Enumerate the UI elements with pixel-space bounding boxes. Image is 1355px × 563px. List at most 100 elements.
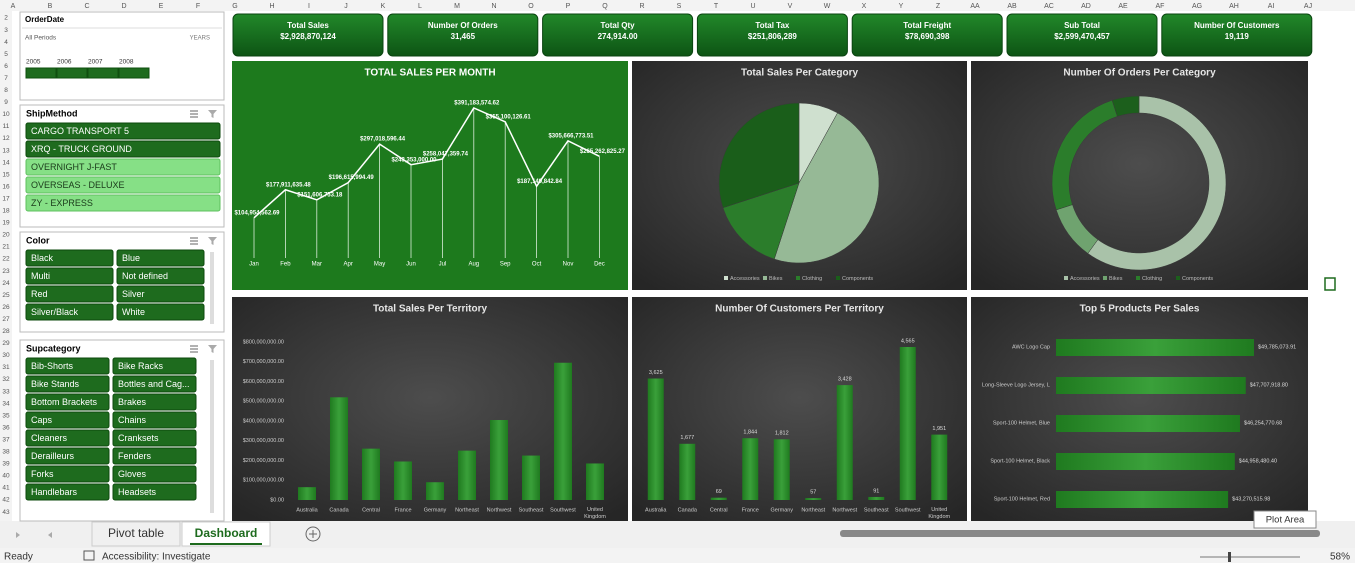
- bar: [679, 443, 696, 500]
- slicer-item[interactable]: [116, 303, 205, 321]
- slicer-item[interactable]: [112, 429, 197, 447]
- column-letter: T: [714, 3, 719, 10]
- timeline-bar[interactable]: [25, 67, 57, 79]
- slicer-item[interactable]: [112, 393, 197, 411]
- data-label: 1,677: [680, 435, 694, 441]
- chart-title: Total Sales Per Territory: [373, 304, 488, 315]
- sheet-tab[interactable]: [91, 521, 181, 547]
- kpi-label: Total Freight: [903, 21, 951, 30]
- row-number: 29: [2, 340, 10, 347]
- y-tick-label: Long-Sleeve Logo Jersey, L: [982, 382, 1050, 388]
- slicer-item[interactable]: [25, 465, 110, 483]
- slicer-item[interactable]: [25, 249, 114, 267]
- slicer-item[interactable]: [25, 122, 221, 140]
- x-tick-label: Southwest: [550, 507, 576, 513]
- kpi-card: [1161, 13, 1313, 57]
- slicer-item[interactable]: [25, 303, 114, 321]
- data-label: 1,951: [932, 426, 946, 432]
- slicer-item-label: Red: [31, 289, 48, 299]
- row-number: 37: [2, 436, 10, 443]
- slicer-item[interactable]: [25, 411, 110, 429]
- x-tick-label: Dec: [594, 262, 605, 268]
- row-number: 19: [2, 220, 10, 227]
- slicer-title: Color: [26, 235, 50, 245]
- slicer-item[interactable]: [25, 158, 221, 176]
- bar: [868, 496, 885, 500]
- bar: [1056, 377, 1246, 394]
- timeline-bar[interactable]: [87, 67, 119, 79]
- slicer-item[interactable]: [25, 357, 110, 375]
- kpi-value: $2,599,470,457: [1054, 32, 1110, 41]
- column-letter: B: [48, 3, 53, 10]
- slicer-item[interactable]: [112, 447, 197, 465]
- slicer-item[interactable]: [25, 285, 114, 303]
- column-letter: K: [381, 3, 386, 10]
- multi-select-icon[interactable]: [190, 110, 198, 118]
- bar: [1056, 339, 1254, 356]
- bar: [899, 347, 916, 500]
- bar: [330, 397, 348, 500]
- column-letter: G: [232, 3, 237, 10]
- bar: [836, 385, 853, 500]
- legend-label: Accessories: [730, 276, 760, 282]
- slicer-item[interactable]: [25, 194, 221, 212]
- data-label: 91: [873, 488, 879, 494]
- multi-select-icon[interactable]: [190, 345, 198, 353]
- slice: [718, 102, 800, 209]
- legend-label: Bikes: [769, 276, 783, 282]
- clear-filter-icon[interactable]: [208, 237, 217, 245]
- column-header-bar: [0, 0, 1355, 11]
- slice: [773, 112, 880, 264]
- slicer-item[interactable]: [116, 285, 205, 303]
- slicer-item[interactable]: [116, 249, 205, 267]
- column-letter: AB: [1007, 3, 1017, 10]
- column-letter: AC: [1044, 3, 1054, 10]
- slicer-item[interactable]: [116, 267, 205, 285]
- column-letter: L: [418, 3, 422, 10]
- slicer-item[interactable]: [25, 140, 221, 158]
- slicer-item[interactable]: [112, 465, 197, 483]
- slicer-item-label: Blue: [122, 253, 140, 263]
- row-number: 13: [2, 147, 10, 154]
- bar: [298, 487, 316, 500]
- multi-select-icon[interactable]: [190, 237, 198, 245]
- timeline-year: 2005: [26, 59, 41, 66]
- slicer-item[interactable]: [25, 176, 221, 194]
- data-label: $243,353,000.00: [391, 157, 437, 163]
- timeline-bar[interactable]: [118, 67, 150, 79]
- kpi-value: $251,806,289: [748, 32, 797, 41]
- slicer-item[interactable]: [25, 393, 110, 411]
- slicer-item[interactable]: [25, 483, 110, 501]
- data-label: 1,844: [743, 430, 757, 436]
- kpi-card: [387, 13, 539, 57]
- row-number: 30: [2, 352, 10, 359]
- row-number: 35: [2, 412, 10, 419]
- timeline-year: 2007: [88, 59, 103, 66]
- sheet-tab[interactable]: [181, 521, 271, 547]
- x-tick-label: Southwest: [895, 507, 921, 513]
- data-label: 3,428: [838, 377, 852, 383]
- clear-filter-icon[interactable]: [208, 345, 217, 353]
- slicer-item[interactable]: [25, 267, 114, 285]
- slicer-item-label: Chains: [118, 415, 147, 425]
- x-tick-label: Australia: [645, 507, 667, 513]
- timeline-bar[interactable]: [56, 67, 88, 79]
- slicer-item[interactable]: [112, 375, 197, 393]
- slicer-item[interactable]: [25, 429, 110, 447]
- add-sheet-button[interactable]: [305, 526, 321, 542]
- slicer-item[interactable]: [112, 411, 197, 429]
- h-scrollbar[interactable]: [840, 530, 1320, 537]
- slicer-item[interactable]: [112, 483, 197, 501]
- bar: [805, 498, 822, 500]
- slicer-item[interactable]: [112, 357, 197, 375]
- slicer-item-label: Derailleurs: [31, 451, 75, 461]
- slicer-item[interactable]: [25, 375, 110, 393]
- column-letter: AD: [1081, 3, 1091, 10]
- column-letter: J: [344, 3, 348, 10]
- row-number: 3: [4, 27, 8, 34]
- clear-filter-icon[interactable]: [208, 110, 217, 118]
- legend-swatch: [836, 276, 840, 280]
- x-tick-label: United Kingdom: [584, 507, 606, 520]
- slicer-item[interactable]: [25, 447, 110, 465]
- row-number: 26: [2, 304, 10, 311]
